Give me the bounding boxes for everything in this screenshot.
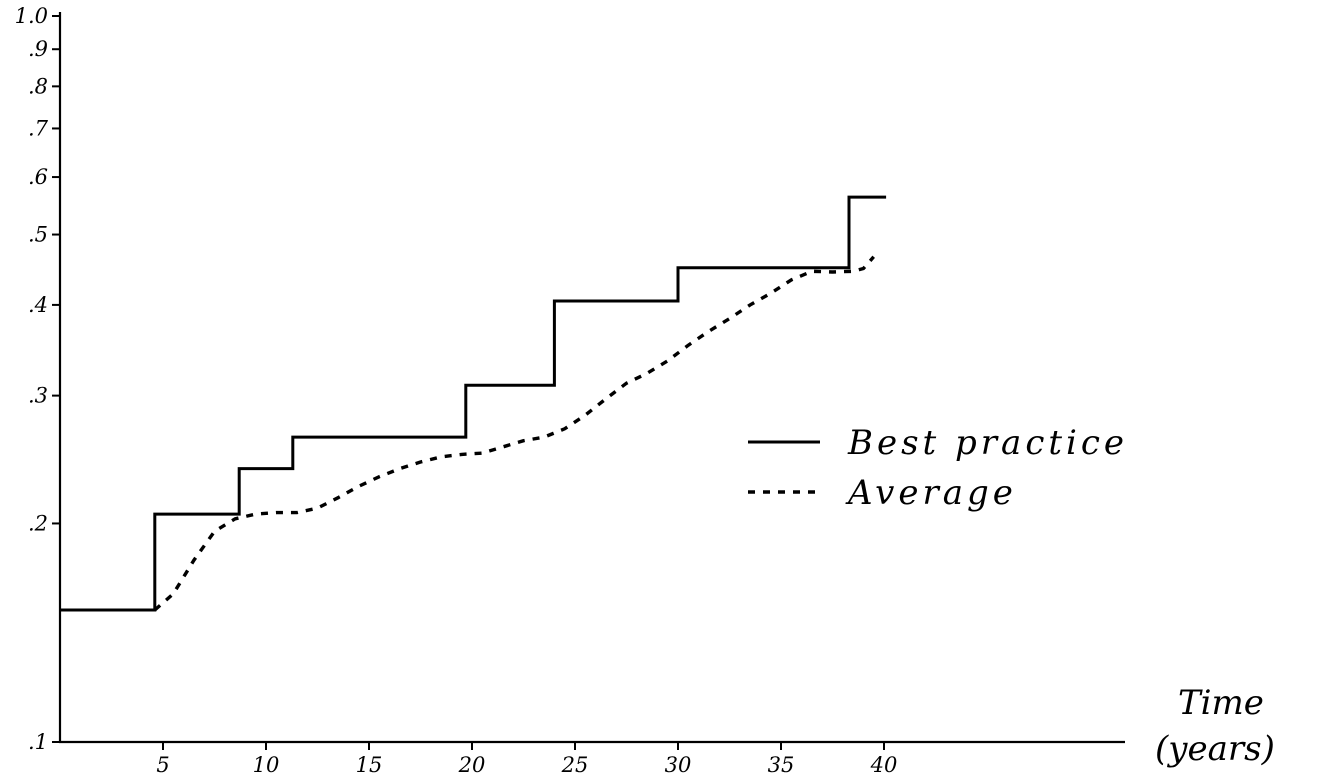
y-tick-label: .7 bbox=[28, 116, 49, 140]
y-tick-label: .6 bbox=[28, 165, 48, 189]
series-line-average bbox=[153, 255, 875, 612]
x-tick-label: 5 bbox=[156, 753, 169, 777]
y-tick-label: .3 bbox=[28, 384, 48, 408]
legend: Best practice Average bbox=[748, 423, 1128, 513]
ticks: .1 .2 .3 .4 .5 .6 .7 .8 .9 1.0 5 10 15 20 25 30 35 40 bbox=[15, 4, 898, 777]
x-tick-label: 15 bbox=[356, 753, 383, 777]
y-tick-label: .2 bbox=[28, 511, 48, 535]
x-tick-label: 25 bbox=[561, 753, 589, 777]
series-line-best-practice bbox=[60, 195, 887, 612]
series-lines bbox=[60, 195, 887, 612]
x-axis-title: Time bbox=[1178, 683, 1264, 723]
axes bbox=[58, 12, 1125, 744]
y-tick-label: .9 bbox=[28, 37, 48, 61]
x-tick-label: 35 bbox=[768, 753, 795, 777]
x-tick-label: 30 bbox=[665, 753, 692, 777]
axis-titles: Time (years) bbox=[1155, 683, 1275, 769]
x-tick-label: 40 bbox=[870, 753, 898, 777]
y-tick-label: .8 bbox=[28, 74, 48, 98]
x-tick-label: 10 bbox=[253, 753, 280, 777]
y-tick-label: .4 bbox=[28, 293, 48, 317]
legend-label: Average bbox=[845, 473, 1017, 513]
y-tick-label: .5 bbox=[28, 223, 48, 247]
legend-label: Best practice bbox=[847, 423, 1128, 463]
x-axis-units: (years) bbox=[1155, 729, 1275, 769]
y-tick-label: 1.0 bbox=[15, 4, 48, 28]
x-tick-label: 20 bbox=[458, 753, 486, 777]
y-tick-label: .1 bbox=[28, 730, 48, 754]
